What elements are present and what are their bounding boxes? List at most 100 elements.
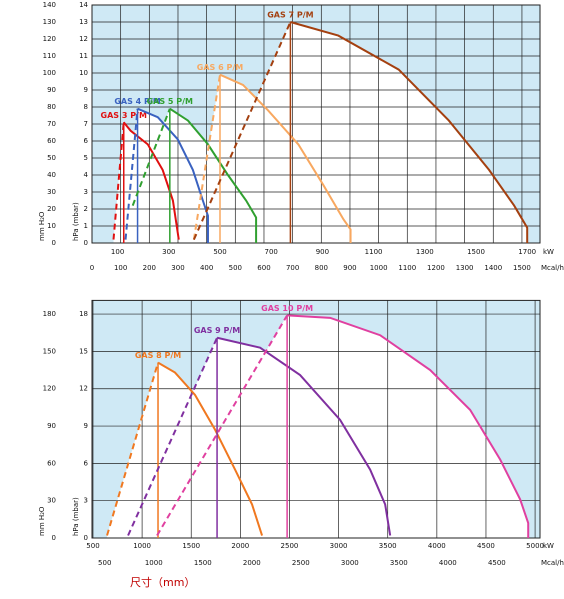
y2-tick-label: 90 (47, 422, 56, 430)
x-unit: kW (543, 542, 554, 550)
y2-tick-label: 80 (47, 103, 56, 111)
y-tick-label: 9 (84, 86, 88, 94)
x-tick-label: 1500 (182, 542, 200, 550)
y-tick-label: 2 (84, 205, 88, 213)
y-tick-label: 6 (84, 137, 89, 145)
x2-tick-label: 700 (286, 264, 299, 272)
x-tick-label: 3000 (330, 542, 348, 550)
y2-tick-label: 180 (43, 310, 56, 318)
x-tick-label: 500 (86, 542, 99, 550)
x2-tick-label: 1000 (145, 559, 163, 567)
series-label: GAS 7 P/M (267, 11, 313, 20)
x2-tick-label: 600 (257, 264, 270, 272)
series-label: GAS 5 P/M (147, 97, 193, 106)
y-tick-label: 12 (79, 35, 88, 43)
x2-tick-label: 4000 (439, 559, 457, 567)
working-curve (287, 314, 530, 538)
working-curve (122, 121, 180, 240)
working-curve (290, 21, 529, 243)
x-tick-label: 1100 (365, 248, 383, 256)
y-tick-label: 5 (84, 154, 88, 162)
x2-tick-label: 0 (90, 264, 94, 272)
plot-frame (91, 299, 541, 539)
x-tick-label: 700 (265, 248, 278, 256)
x2-tick-label: 1400 (484, 264, 502, 272)
min-line (131, 108, 171, 206)
x-tick-label: 4000 (428, 542, 446, 550)
min-line (106, 362, 159, 536)
min-line (156, 314, 288, 537)
x2-unit: Mcal/h (541, 559, 564, 567)
y2-tick-label: 60 (47, 137, 56, 145)
y-tick-label: 1 (84, 222, 88, 230)
x2-tick-label: 500 (98, 559, 111, 567)
x2-tick-label: 1200 (427, 264, 445, 272)
y2-tick-label: 50 (47, 154, 56, 162)
working-area (157, 315, 529, 538)
x2-tick-label: 1000 (370, 264, 388, 272)
x-tick-label: 4500 (477, 542, 495, 550)
y-tick-label: 9 (84, 422, 88, 430)
y2-axis-label: hPa (mbar) (72, 202, 80, 241)
y2-tick-label: 100 (43, 69, 56, 77)
y-tick-label: 6 (84, 459, 89, 467)
x2-tick-label: 1100 (398, 264, 416, 272)
min-line (127, 337, 218, 536)
x2-tick-label: 2000 (243, 559, 261, 567)
x2-tick-label: 500 (229, 264, 242, 272)
x-tick-label: 1000 (133, 542, 151, 550)
x2-tick-label: 800 (315, 264, 328, 272)
series-label: GAS 3 P/M (101, 111, 147, 120)
x-tick-label: 2000 (231, 542, 249, 550)
working-curve (219, 73, 352, 243)
y-tick-label: 8 (84, 103, 88, 111)
y2-tick-label: 30 (47, 497, 56, 505)
working-curve (157, 361, 264, 536)
x2-tick-label: 1500 (513, 264, 531, 272)
y-tick-label: 15 (79, 347, 88, 355)
x2-tick-label: 3500 (390, 559, 408, 567)
series-label: GAS 9 P/M (194, 326, 240, 335)
y-tick-label: 0 (84, 239, 88, 247)
y-tick-label: 13 (79, 18, 88, 26)
working-curve (137, 107, 209, 243)
series-label: GAS 6 P/M (197, 63, 243, 72)
y2-tick-label: 150 (43, 347, 56, 355)
y-tick-label: 3 (84, 188, 88, 196)
y2-tick-label: 70 (47, 120, 56, 128)
y2-tick-label: 0 (52, 534, 56, 542)
x-tick-label: 3500 (379, 542, 397, 550)
y2-axis-label: hPa (mbar) (72, 497, 80, 536)
y-tick-label: 0 (84, 534, 88, 542)
x2-tick-label: 1300 (456, 264, 474, 272)
y2-tick-label: 0 (52, 239, 56, 247)
x-tick-label: 900 (316, 248, 329, 256)
y2-tick-label: 130 (43, 18, 56, 26)
working-curve (216, 336, 392, 536)
x-tick-label: 1700 (518, 248, 536, 256)
y-tick-label: 14 (79, 1, 88, 9)
x2-tick-label: 3000 (341, 559, 359, 567)
x2-unit: Mcal/h (541, 264, 564, 272)
y-tick-label: 4 (84, 171, 89, 179)
x2-tick-label: 900 (343, 264, 356, 272)
working-curve (169, 107, 258, 243)
y-tick-label: 7 (84, 120, 88, 128)
x2-tick-label: 2500 (292, 559, 310, 567)
y2-tick-label: 120 (43, 385, 56, 393)
y-tick-label: 3 (84, 497, 88, 505)
note: 尺寸（mm） (130, 575, 195, 589)
plot-frame (91, 4, 541, 244)
x-tick-label: 1500 (467, 248, 485, 256)
x-tick-label: 300 (162, 248, 175, 256)
series-label: GAS 8 P/M (135, 351, 181, 360)
working-area (193, 22, 528, 243)
series-label: GAS 4 P/M (114, 97, 160, 106)
x2-tick-label: 400 (200, 264, 213, 272)
y2-tick-label: 40 (47, 171, 56, 179)
y-axis-label: mm H₂O (38, 211, 46, 241)
x-unit: kW (543, 248, 554, 256)
y-axis-label: mm H₂O (38, 506, 46, 536)
y2-tick-label: 60 (47, 459, 56, 467)
